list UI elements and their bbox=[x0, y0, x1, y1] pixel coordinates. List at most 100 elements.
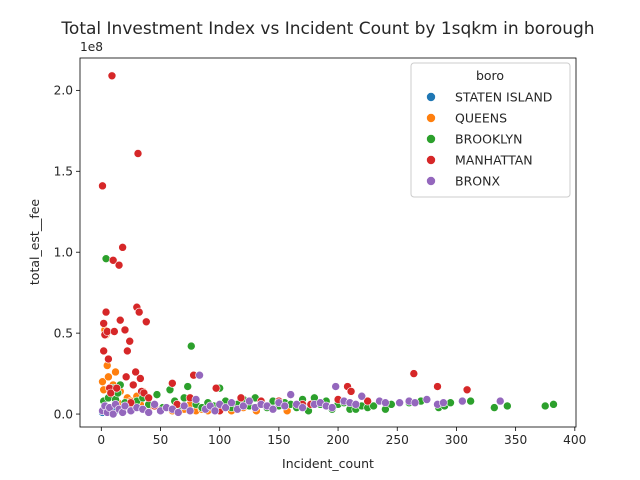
data-point bbox=[99, 346, 108, 356]
legend-label: MANHATTAN bbox=[455, 153, 533, 168]
data-point bbox=[503, 401, 512, 411]
data-point bbox=[98, 181, 107, 191]
data-point bbox=[433, 382, 442, 391]
data-point bbox=[114, 260, 124, 270]
series-bronx bbox=[98, 370, 505, 419]
legend-box bbox=[410, 62, 571, 198]
legend-marker bbox=[426, 113, 436, 123]
data-point bbox=[462, 385, 472, 395]
data-point bbox=[104, 372, 113, 382]
legend-items: STATEN ISLAND QUEENS BROOKLYN MANHATTAN BRON… bbox=[426, 90, 552, 189]
data-point bbox=[458, 396, 467, 406]
data-point bbox=[111, 367, 120, 377]
data-point bbox=[186, 341, 196, 351]
chart-title: Total Investment Index vs Incident Count… bbox=[60, 19, 594, 39]
data-point bbox=[118, 243, 127, 252]
legend-marker bbox=[426, 155, 436, 165]
points-layer bbox=[98, 71, 558, 419]
data-point bbox=[236, 393, 246, 403]
data-point bbox=[115, 315, 125, 325]
data-point bbox=[357, 391, 367, 401]
x-tick-label: 50 bbox=[153, 433, 169, 447]
data-point bbox=[239, 401, 248, 411]
data-point bbox=[106, 388, 116, 398]
x-tick-label: 100 bbox=[208, 433, 231, 447]
data-point bbox=[327, 403, 337, 412]
data-point bbox=[369, 401, 378, 411]
data-point bbox=[131, 367, 140, 377]
data-point bbox=[136, 374, 145, 383]
data-point bbox=[395, 398, 404, 408]
data-point bbox=[112, 383, 121, 393]
data-point bbox=[133, 149, 143, 158]
legend-title: boro bbox=[476, 68, 504, 83]
data-point bbox=[110, 327, 119, 336]
data-point bbox=[210, 406, 220, 416]
legend-item: QUEENS bbox=[426, 111, 507, 126]
data-point bbox=[268, 404, 278, 414]
data-point bbox=[381, 398, 390, 408]
legend-label: BROOKLYN bbox=[455, 132, 522, 147]
data-point bbox=[363, 396, 372, 406]
data-point bbox=[422, 395, 432, 404]
legend-label: STATEN ISLAND bbox=[455, 90, 552, 105]
x-tick-label: 150 bbox=[267, 433, 290, 447]
legend-marker bbox=[426, 176, 436, 186]
data-point bbox=[141, 317, 151, 327]
legend-item: BRONX bbox=[426, 174, 500, 189]
data-point bbox=[244, 396, 254, 406]
data-point bbox=[150, 400, 159, 409]
data-point bbox=[409, 369, 419, 378]
data-point bbox=[144, 393, 153, 403]
data-point bbox=[298, 403, 307, 412]
x-tick-label: 400 bbox=[563, 433, 586, 447]
data-point bbox=[134, 307, 144, 317]
data-point bbox=[101, 254, 111, 263]
data-point bbox=[107, 71, 117, 81]
legend-marker bbox=[426, 92, 436, 102]
y-tick-label: 0.5 bbox=[54, 326, 73, 340]
data-point bbox=[211, 383, 221, 393]
data-point bbox=[439, 398, 448, 408]
legend: boro STATEN ISLAND QUEENS BROOKLYN MANHATTA… bbox=[410, 62, 571, 198]
data-point bbox=[466, 396, 475, 406]
x-axis-label: Incident_count bbox=[282, 456, 374, 471]
y-tick-label: 0.0 bbox=[54, 407, 73, 421]
data-point bbox=[152, 390, 162, 399]
x-axis-ticks: 0 50 100 150 200 250 300 350 400 bbox=[97, 427, 586, 447]
data-point bbox=[120, 401, 130, 411]
y-tick-label: 1.0 bbox=[54, 246, 73, 260]
data-point bbox=[191, 395, 201, 404]
data-point bbox=[179, 401, 189, 411]
x-tick-label: 200 bbox=[326, 433, 349, 447]
data-point bbox=[99, 319, 108, 328]
data-point bbox=[121, 372, 131, 382]
data-point bbox=[125, 336, 135, 346]
legend-label: BRONX bbox=[455, 174, 500, 189]
legend-item: STATEN ISLAND bbox=[426, 90, 552, 105]
legend-marker bbox=[426, 134, 436, 144]
y-tick-label: 2.0 bbox=[54, 84, 73, 98]
x-tick-label: 0 bbox=[97, 433, 105, 447]
data-point bbox=[123, 346, 132, 356]
y-axis-ticks: 0.0 0.5 1.0 1.5 2.0 bbox=[54, 84, 80, 421]
y-tick-label: 1.5 bbox=[54, 165, 73, 179]
data-point bbox=[490, 403, 499, 412]
data-point bbox=[331, 382, 340, 391]
data-point bbox=[227, 398, 236, 408]
data-point bbox=[185, 406, 195, 416]
legend-item: BROOKLYN bbox=[426, 132, 522, 147]
data-point bbox=[221, 403, 230, 412]
data-point bbox=[351, 400, 361, 409]
x-tick-label: 300 bbox=[445, 433, 468, 447]
data-point bbox=[549, 400, 558, 409]
data-point bbox=[183, 382, 193, 391]
data-point bbox=[101, 307, 111, 317]
plot-frame bbox=[79, 57, 577, 428]
legend-item: MANHATTAN bbox=[426, 153, 533, 168]
data-point bbox=[346, 387, 356, 396]
data-point bbox=[168, 378, 177, 388]
data-point bbox=[108, 409, 118, 419]
